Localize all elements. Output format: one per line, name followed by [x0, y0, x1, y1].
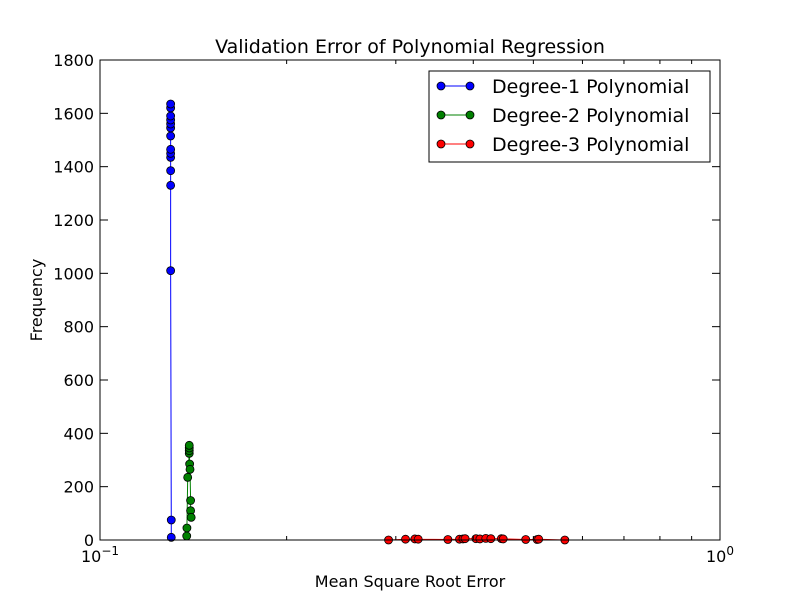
data-point: [184, 440, 194, 450]
data-point: [486, 534, 496, 544]
chart-title: Validation Error of Polynomial Regressio…: [215, 36, 605, 58]
legend-label-1: Degree-1 Polynomial: [492, 76, 689, 98]
legend-marker: [465, 139, 475, 149]
data-point: [183, 472, 193, 482]
data-point: [182, 523, 192, 533]
data-point: [166, 99, 176, 109]
data-point: [521, 535, 531, 544]
x-axis-label: Mean Square Root Error: [315, 572, 506, 591]
y-tick-label: 0: [84, 531, 94, 550]
legend-marker: [436, 139, 446, 149]
data-point: [534, 534, 544, 544]
data-point: [166, 166, 176, 176]
y-axis: 0 200 400 600 800 1000 1200 1400 1600 1800: [53, 51, 720, 550]
data-point: [166, 180, 176, 190]
y-axis-label: Frequency: [27, 259, 46, 342]
data-point: [166, 532, 176, 542]
y-tick-label: 1800: [53, 51, 94, 70]
x-axis: 10−1 100: [81, 60, 734, 566]
plot-frame: [99, 59, 721, 541]
data-point: [498, 534, 508, 544]
legend-marker: [436, 110, 446, 120]
y-tick-label: 200: [63, 478, 94, 497]
y-tick-label: 1000: [53, 264, 94, 283]
legend-label-3: Degree-3 Polynomial: [492, 134, 689, 156]
data-point: [186, 496, 195, 505]
data-point: [401, 534, 410, 544]
legend-marker: [465, 110, 475, 120]
x-tick-label: 10−1: [81, 544, 119, 566]
data-point: [166, 515, 176, 525]
legend: Degree-1 Polynomial Degree-2 Polynomial De…: [428, 70, 711, 163]
y-tick-label: 800: [63, 318, 94, 337]
data-point: [166, 131, 176, 141]
x-tick-label: 100: [706, 544, 734, 566]
legend-label-2: Degree-2 Polynomial: [492, 105, 689, 127]
data-point: [185, 464, 195, 474]
data-point: [182, 531, 192, 541]
y-tick-label: 1200: [53, 211, 94, 230]
data-point: [166, 111, 176, 121]
data-point: [443, 535, 453, 544]
y-tick-label: 600: [63, 371, 94, 390]
y-tick-label: 400: [63, 424, 94, 443]
legend-marker: [436, 81, 446, 91]
y-tick-label: 1400: [53, 158, 94, 177]
data-point: [166, 144, 176, 154]
data-point: [186, 512, 196, 522]
legend-box: [428, 70, 711, 163]
legend-marker: [465, 81, 475, 91]
data-point: [413, 534, 423, 544]
series-layer: [166, 99, 570, 545]
data-point: [166, 266, 176, 276]
y-tick-label: 1600: [53, 104, 94, 123]
data-point: [460, 534, 470, 544]
